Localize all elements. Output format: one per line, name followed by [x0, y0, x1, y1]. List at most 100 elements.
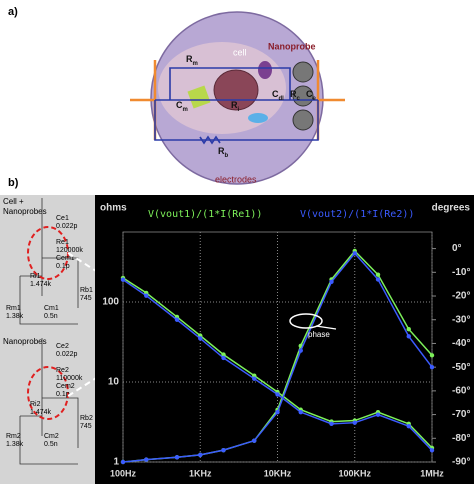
y2-tick-label: -70°: [452, 409, 470, 420]
panel-label: a): [8, 6, 18, 18]
data-point: [329, 279, 334, 284]
legend-entry: V(vout2)/(1*I(Re2)): [300, 209, 414, 220]
x-tick-label: 1MHz: [420, 468, 444, 478]
circuit-wires: [19, 338, 79, 465]
data-point: [329, 421, 334, 427]
part-label: Cm2: [44, 433, 59, 440]
data-point: [174, 455, 180, 460]
part-label: 1.474k: [30, 281, 52, 288]
data-point: [198, 452, 203, 458]
part-label: 0.5n: [44, 441, 58, 448]
circuit-wires: [154, 67, 319, 141]
part-label: 0.022p: [56, 223, 78, 230]
data-point: [429, 353, 435, 358]
data-point: [144, 293, 149, 298]
resistor: [199, 135, 221, 145]
part-label: 0.1p: [56, 263, 70, 270]
data-point: [298, 348, 303, 353]
x-tick-label: 1KHz: [189, 468, 212, 478]
data-point: [375, 272, 381, 277]
data-point: [120, 459, 126, 465]
data-point: [252, 438, 257, 443]
annotation: phase: [308, 330, 330, 339]
part-label: 0.5n: [44, 313, 58, 320]
part-label: 1.474k: [30, 409, 52, 416]
part-label: 745: [80, 423, 92, 430]
component-label: Cdl: [272, 89, 284, 101]
data-point: [375, 277, 381, 282]
nanoprobe-label: Nanoprobe: [268, 41, 316, 51]
part-label: 0.022p: [56, 351, 78, 358]
data-point: [298, 409, 303, 415]
y2-tick-label: -10°: [452, 267, 470, 278]
data-point: [252, 373, 257, 378]
part-label: 745: [80, 295, 92, 302]
nanoprobe: [292, 61, 314, 83]
component-main: R: [186, 54, 193, 64]
part-label: Rb1: [80, 287, 93, 294]
part-label: 120000k: [56, 247, 83, 254]
part-label: Rm1: [6, 305, 21, 312]
part-label: 110000k: [56, 375, 83, 382]
component-main: C: [176, 100, 183, 110]
part-label: Re2: [56, 367, 69, 374]
pointer-arrow: [67, 252, 136, 297]
component-main: R: [231, 100, 238, 110]
annotation-oval: [289, 313, 323, 329]
plot: 100Hz 1KHz 10KHz 100KHz 1MHz 1 10 100 0° -10° -20°…: [100, 203, 470, 479]
data-point: [406, 424, 411, 429]
data-point: [406, 327, 411, 332]
y-axis-label: ohms: [100, 203, 127, 214]
component-sub: e: [313, 96, 317, 102]
circuit-wires: [19, 198, 79, 325]
circuit-title: Cell +: [3, 197, 24, 206]
organelle: [248, 113, 268, 123]
data-point: [429, 448, 435, 453]
component-main: C: [272, 89, 279, 99]
data-point: [144, 457, 149, 462]
part-label: 0.1p: [56, 391, 70, 398]
component-sub: m: [193, 61, 198, 67]
component-sub: c: [297, 96, 301, 102]
data-point: [221, 447, 226, 453]
component-main: R: [290, 89, 297, 99]
component-label: Rb: [218, 146, 229, 158]
y2-tick-label: -60°: [452, 386, 470, 397]
component-label: Ri: [231, 100, 240, 112]
component-label: Cm: [176, 100, 188, 112]
part-label: Ce1: [56, 215, 69, 222]
organelle: [258, 61, 272, 79]
schematic-panel: [0, 195, 95, 484]
electrodes-label: electrodes: [215, 174, 257, 184]
data-point: [174, 317, 180, 322]
x-tick-label: 100KHz: [338, 468, 371, 478]
data-point: [221, 355, 226, 361]
y2-tick-label: -40°: [452, 338, 470, 349]
part-label: Cm1: [44, 305, 59, 312]
component-label: Ce: [306, 89, 317, 101]
cell-label: cell: [233, 47, 247, 57]
data-point: [275, 392, 280, 397]
y2-tick-label: -50°: [452, 362, 470, 373]
data-point: [275, 410, 280, 415]
x-tick-label: 10KHz: [264, 468, 292, 478]
data-point: [221, 352, 226, 357]
component-main: R: [218, 146, 225, 156]
nanoprobe: [292, 109, 314, 131]
component-sub: b: [225, 153, 229, 159]
part-label: Re1: [56, 239, 69, 246]
part-label: Ri1: [30, 273, 41, 280]
part-label: Ce2: [56, 343, 69, 350]
y-tick-label: 10: [108, 377, 120, 388]
x-tick-label: 100Hz: [110, 468, 137, 478]
y2-tick-label: -80°: [452, 433, 470, 444]
component-main: C: [306, 89, 313, 99]
component-label: Rc: [290, 89, 301, 101]
circuit-title: Nanoprobes: [3, 207, 47, 216]
nanoprobe: [292, 85, 314, 107]
circuit-title: Nanoprobes: [3, 337, 47, 346]
y2-tick-label: -30°: [452, 314, 470, 325]
data-point: [352, 420, 357, 425]
